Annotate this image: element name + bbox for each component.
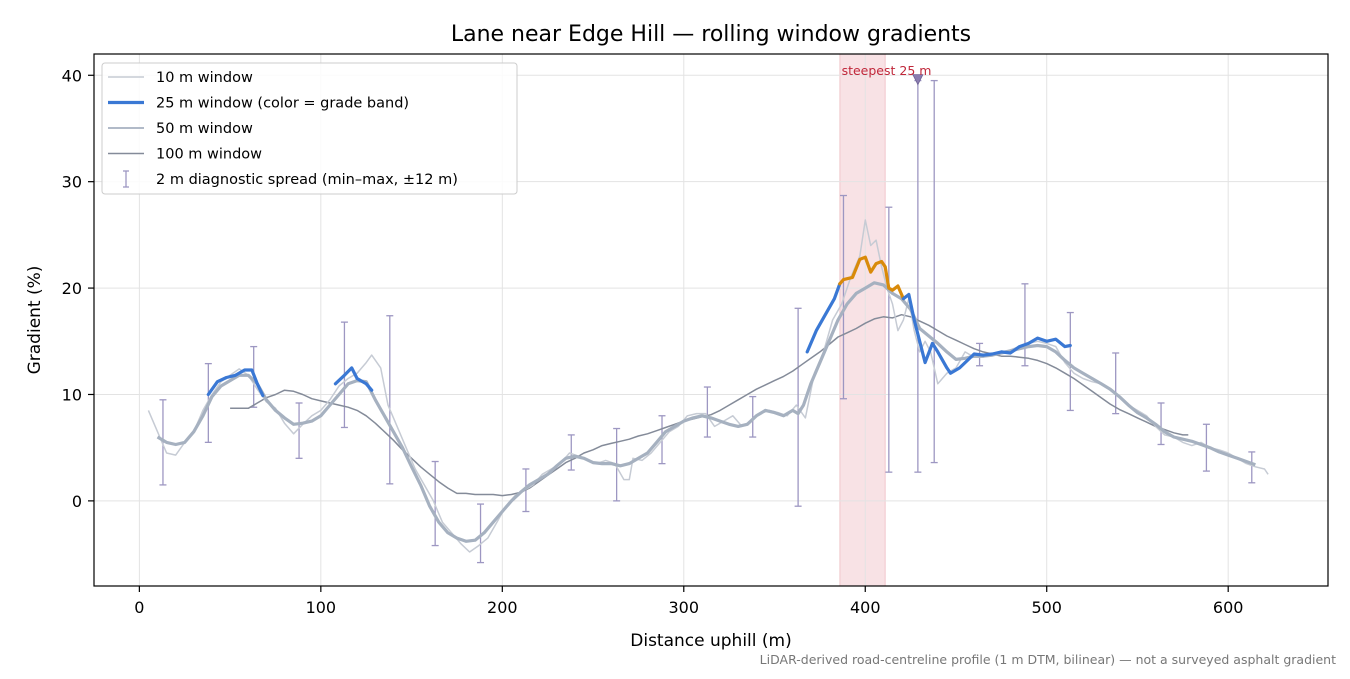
x-tick-label: 400: [850, 598, 881, 617]
diagnostic-spread-errorbar: [1021, 283, 1029, 367]
series-10m-window: [147, 219, 1269, 553]
legend-item: 100 m window: [108, 147, 262, 163]
y-axis-label: Gradient (%): [25, 266, 45, 375]
series-25m-window-segment: [805, 282, 842, 354]
x-tick-label: 200: [487, 598, 518, 617]
legend: 10 m window 25 m window (color = grade ba…: [101, 62, 518, 195]
x-tick-label: 300: [669, 598, 700, 617]
y-tick-label: 30: [62, 173, 82, 192]
x-tick-label: 500: [1031, 598, 1062, 617]
plot-frame: [93, 53, 1329, 587]
x-tick-label: 0: [134, 598, 144, 617]
series-25m-window-segment: [333, 366, 374, 392]
diagnostic-spread-errorbar: [1157, 402, 1165, 446]
diagnostic-spread-errorbar: [930, 79, 938, 464]
diagnostic-spread-errorbar: [1248, 451, 1256, 484]
diagnostic-spread-errorbar: [477, 503, 485, 564]
diagnostic-spread-errorbar: [295, 402, 303, 459]
series-25m-window-steep-segment: [838, 255, 905, 301]
legend-item: 2 m diagnostic spread (min–max, ±12 m): [123, 170, 458, 188]
y-tick-label: 0: [72, 492, 82, 511]
steepest-annotation: steepest 25 m: [842, 63, 932, 78]
steepest-marker-icon: [912, 74, 924, 86]
diagnostic-spread-errorbar: [1066, 311, 1074, 412]
diagnostic-spread-errorbar: [386, 315, 394, 485]
legend-item: 25 m window (color = grade band): [108, 96, 409, 112]
x-tick-label: 100: [306, 598, 337, 617]
legend-item: 50 m window: [108, 121, 253, 137]
diagnostic-spread-errorbar: [885, 206, 893, 473]
legend-label: 10 m window: [156, 70, 253, 86]
legend-label: 50 m window: [156, 121, 253, 137]
diagnostic-spread-errorbar: [567, 434, 575, 471]
series-50m-window: [156, 281, 1256, 543]
series-25m-window-segment: [206, 368, 265, 398]
legend-label: 25 m window (color = grade band): [156, 96, 409, 112]
x-axis-label: Distance uphill (m): [630, 631, 791, 651]
legend-item: 10 m window: [108, 70, 253, 86]
diagnostic-spread-errorbar: [749, 395, 757, 438]
legend-label: 2 m diagnostic spread (min–max, ±12 m): [156, 172, 458, 188]
diagnostic-spread-errorbar: [1112, 352, 1120, 415]
diagnostic-spread-errorbar: [703, 386, 711, 438]
chart-title: Lane near Edge Hill — rolling window gra…: [451, 22, 971, 47]
x-tick-label: 600: [1213, 598, 1244, 617]
y-tick-label: 40: [62, 66, 82, 85]
y-tick-label: 10: [62, 385, 82, 404]
steepest-band-highlight: [839, 53, 886, 587]
series-100m-window: [230, 313, 1189, 497]
diagnostic-spread-errorbar: [159, 399, 167, 486]
legend-label: 100 m window: [156, 147, 262, 163]
footnote: LiDAR-derived road-centreline profile (1…: [760, 652, 1336, 667]
y-tick-label: 20: [62, 279, 82, 298]
series-25m-window-segment: [901, 292, 1072, 375]
